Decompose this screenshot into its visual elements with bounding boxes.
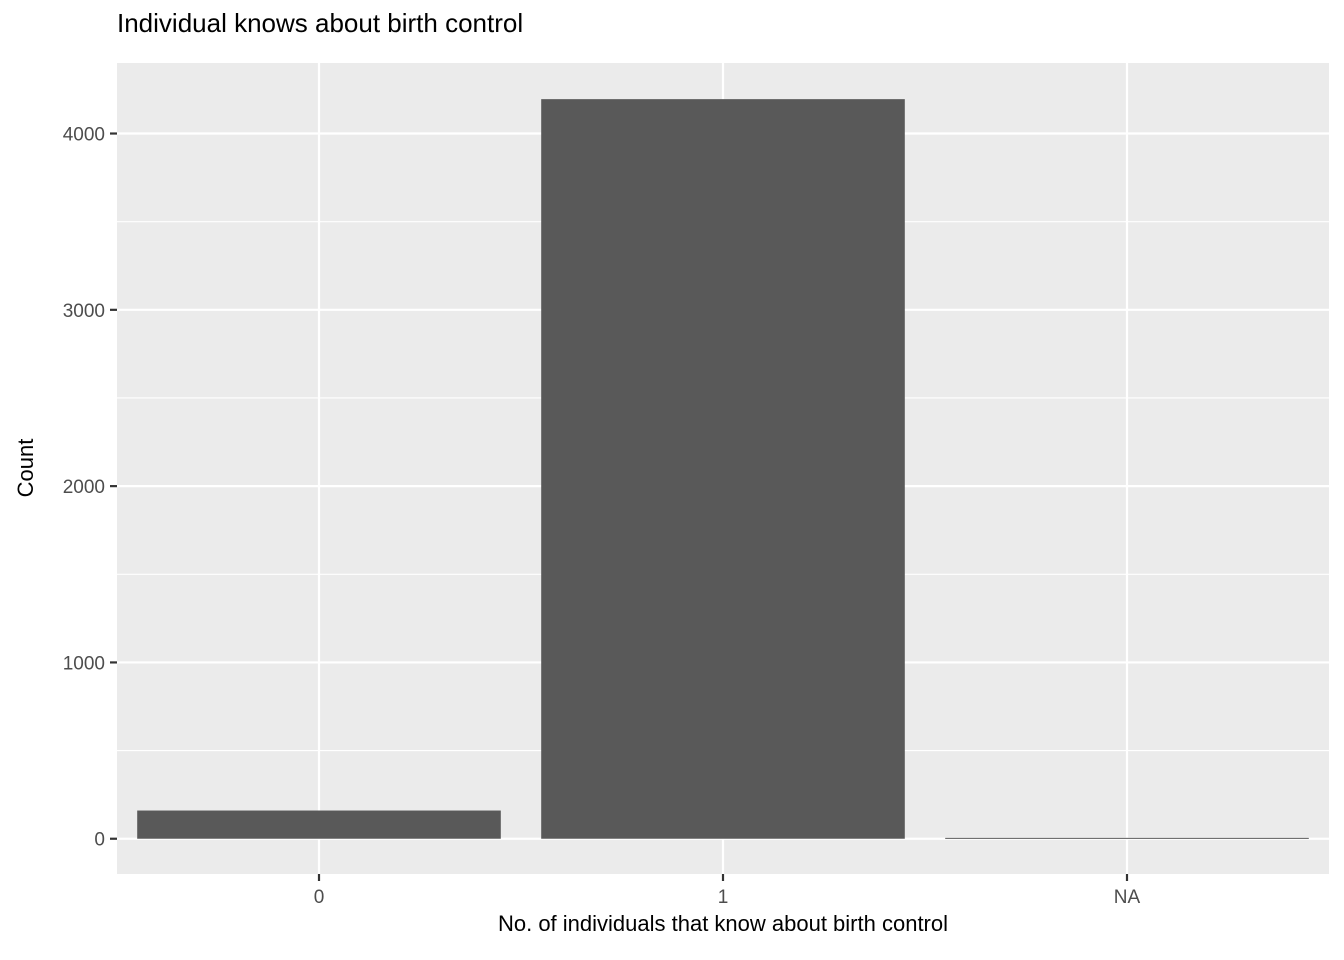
y-tick-label: 0 xyxy=(94,830,105,851)
y-tick-label: 2000 xyxy=(63,477,105,498)
y-tick-label: 1000 xyxy=(63,653,105,674)
y-axis-label: Count xyxy=(13,438,38,498)
bar-1 xyxy=(541,99,905,839)
y-tick-label: 3000 xyxy=(63,301,105,322)
y-tick-label: 4000 xyxy=(63,125,105,146)
x-tick-label: NA xyxy=(1114,887,1141,908)
x-axis-label: No. of individuals that know about birth… xyxy=(497,911,949,936)
bar-NA xyxy=(945,837,1309,839)
chart-title: Individual knows about birth control xyxy=(117,8,524,38)
bar-0 xyxy=(137,810,501,839)
x-tick-label: 0 xyxy=(314,887,325,908)
x-tick-label: 1 xyxy=(718,887,729,908)
